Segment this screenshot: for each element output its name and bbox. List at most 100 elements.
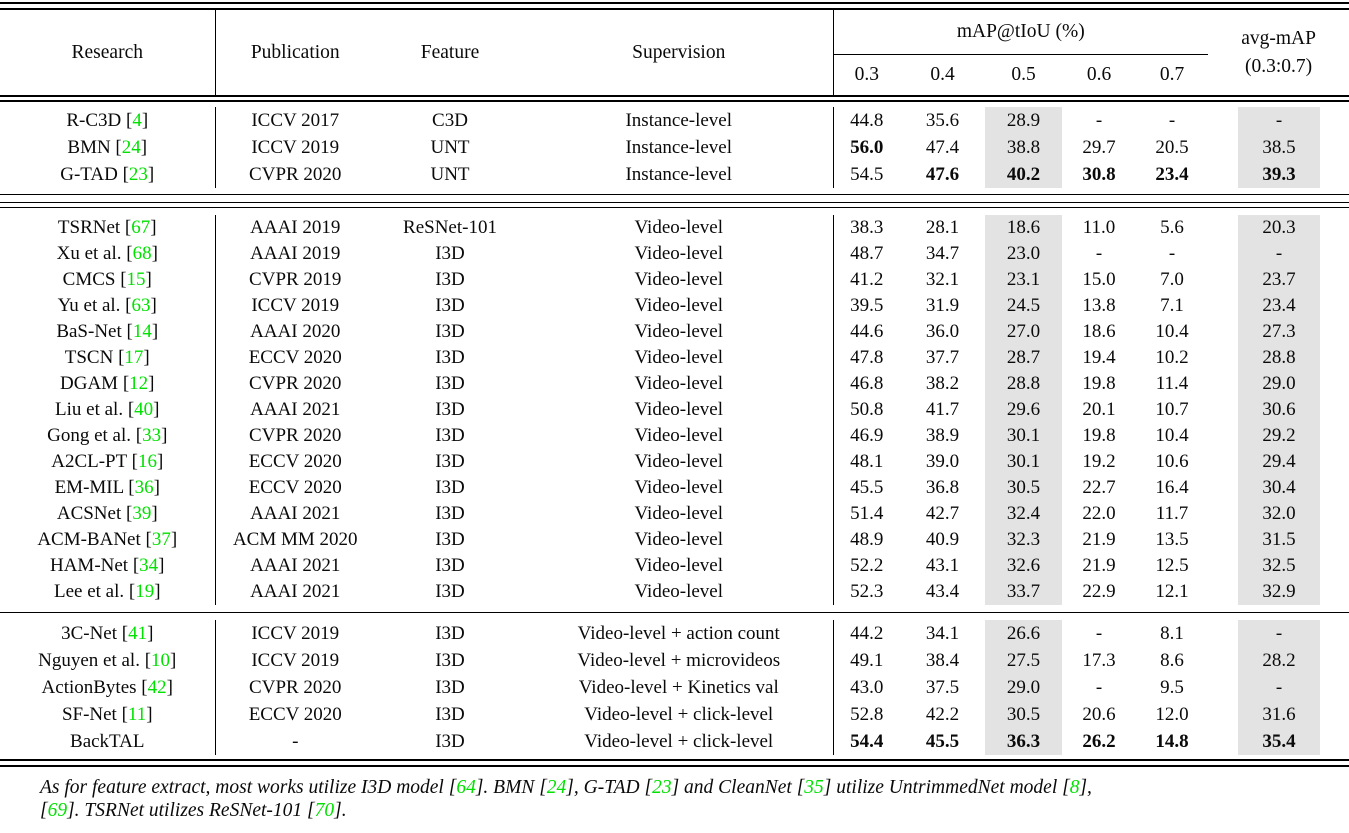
feature-cell: I3D: [435, 529, 465, 550]
research-cell: 3C-Net [41]: [0, 620, 216, 647]
map-value-cell: 37.5: [925, 676, 960, 698]
column-header-tiou-07: 0.7: [1159, 64, 1185, 85]
citation-link[interactable]: 15: [126, 269, 146, 290]
map-value-cell: 47.6: [925, 163, 960, 185]
spacer-cell: [1320, 728, 1349, 755]
citation-link[interactable]: 19: [135, 581, 155, 602]
citation-link[interactable]: 37: [151, 529, 171, 550]
citation-link[interactable]: 10: [151, 649, 171, 671]
table-row: R-C3D [4] ICCV 2017 C3D Instance-level 44.8 3…: [0, 107, 1349, 134]
section-instance-level: R-C3D [4] ICCV 2017 C3D Instance-level 44.8 3…: [0, 107, 1349, 188]
map-value-cell: 22.0: [1082, 503, 1116, 524]
spacer-cell: [1208, 579, 1238, 605]
map-value-cell: 18.6: [1082, 321, 1116, 342]
table-row: Xu et al. [68] AAAI 2019 I3D Video-level 48.…: [0, 241, 1349, 267]
map-value-cell: 33.7: [985, 579, 1062, 605]
map-value-cell: 40.2: [985, 161, 1062, 188]
map-value-cell: 29.7: [1082, 136, 1116, 158]
column-header-tiou-03: 0.3: [854, 64, 879, 85]
map-value-cell: 41.2: [850, 269, 884, 290]
map-value-cell: 5.6: [1160, 217, 1184, 238]
research-cell: BaS-Net [14]: [0, 319, 216, 345]
research-cell: ACSNet [39]: [0, 501, 216, 527]
section-video-level: TSRNet [67] AAAI 2019 ReSNet-101 Video-leve…: [0, 215, 1349, 605]
research-cell: R-C3D [4]: [0, 107, 216, 134]
map-value-cell: 21.9: [1082, 555, 1116, 576]
spacer-cell: [1320, 501, 1349, 527]
supervision-cell: Video-level: [525, 319, 834, 345]
citation-link[interactable]: 64: [456, 777, 476, 798]
citation-link[interactable]: 36: [134, 477, 154, 498]
citation-link[interactable]: 41: [128, 622, 148, 644]
citation-link[interactable]: 68: [132, 243, 152, 264]
citation-link[interactable]: 67: [131, 217, 151, 238]
map-value-cell: 10.4: [1155, 425, 1189, 446]
map-value-cell: 48.7: [850, 243, 884, 264]
citation-link[interactable]: 39: [132, 503, 152, 524]
citation-link[interactable]: 34: [139, 555, 159, 576]
research-cell: G-TAD [23]: [0, 161, 216, 188]
spacer-cell: [1208, 107, 1238, 134]
citation-link[interactable]: 33: [142, 425, 162, 446]
avg-map-label-line2: (0.3:0.7): [1244, 55, 1313, 77]
table-row: G-TAD [23] CVPR 2020 UNT Instance-level 54.5…: [0, 161, 1349, 188]
map-value-cell: 30.5: [985, 475, 1062, 501]
map-value-cell: 32.6: [985, 553, 1062, 579]
map-value-cell: 30.1: [985, 449, 1062, 475]
feature-cell: I3D: [435, 425, 465, 446]
map-value-cell: 10.6: [1155, 451, 1189, 472]
citation-link[interactable]: 11: [127, 703, 147, 725]
publication-cell: AAAI 2021: [250, 399, 341, 420]
map-value-cell: 52.8: [850, 703, 884, 725]
citation-link[interactable]: 24: [121, 136, 141, 158]
avg-map-cell: 29.2: [1238, 423, 1320, 449]
spacer-cell: [1320, 423, 1349, 449]
citation-link[interactable]: 24: [546, 777, 567, 798]
map-value-cell: 17.3: [1082, 649, 1116, 671]
map-value-cell: 38.2: [925, 373, 960, 394]
feature-cell: UNT: [430, 136, 470, 158]
feature-cell: I3D: [435, 555, 465, 576]
research-cell: A2CL-PT [16]: [0, 449, 216, 475]
avg-map-cell: -: [1238, 241, 1320, 267]
citation-link[interactable]: 16: [137, 451, 157, 472]
spacer-cell: [1208, 728, 1238, 755]
map-value-cell: 10.7: [1155, 399, 1189, 420]
spacer-cell: [1320, 553, 1349, 579]
spacer-cell: [1320, 293, 1349, 319]
spacer-cell: [1320, 647, 1349, 674]
citation-link[interactable]: 63: [131, 295, 151, 316]
table-row: Lee et al. [19] AAAI 2021 I3D Video-level 52…: [0, 579, 1349, 605]
citation-link[interactable]: 70: [314, 800, 335, 821]
publication-cell: CVPR 2019: [249, 269, 342, 290]
citation-link[interactable]: 40: [134, 399, 154, 420]
table-row: BackTAL - I3D Video-level + click-level 54.4…: [0, 728, 1349, 755]
citation-link[interactable]: 17: [124, 347, 144, 368]
avg-map-cell: 32.5: [1238, 553, 1320, 579]
feature-cell: UNT: [430, 163, 470, 185]
citation-link[interactable]: 8: [1069, 777, 1080, 798]
avg-map-cell: 31.6: [1238, 701, 1320, 728]
citation-link[interactable]: 23: [128, 163, 148, 185]
citation-link[interactable]: 69: [47, 800, 68, 821]
supervision-cell: Video-level: [525, 241, 834, 267]
research-cell: Gong et al. [33]: [0, 423, 216, 449]
spacer-cell: [1320, 579, 1349, 605]
map-value-cell: 23.1: [985, 267, 1062, 293]
publication-cell: AAAI 2021: [250, 555, 341, 576]
citation-link[interactable]: 23: [652, 777, 672, 798]
research-cell: Xu et al. [68]: [0, 241, 216, 267]
table-row: Yu et al. [63] ICCV 2019 I3D Video-level 39.…: [0, 293, 1349, 319]
map-value-cell: 8.6: [1160, 649, 1184, 671]
map-value-cell: 18.6: [985, 215, 1062, 241]
map-value-cell: 47.4: [925, 136, 960, 158]
map-value-cell: 19.4: [1082, 347, 1116, 368]
citation-link[interactable]: 35: [804, 777, 824, 798]
citation-link[interactable]: 14: [132, 321, 152, 342]
results-table-header: Research Publication Feature Supervision…: [0, 10, 1349, 95]
publication-cell: AAAI 2020: [250, 321, 341, 342]
citation-link[interactable]: 42: [147, 676, 167, 698]
research-cell: ActionBytes [42]: [0, 674, 216, 701]
citation-link[interactable]: 12: [129, 373, 149, 394]
citation-link[interactable]: 4: [132, 109, 142, 131]
